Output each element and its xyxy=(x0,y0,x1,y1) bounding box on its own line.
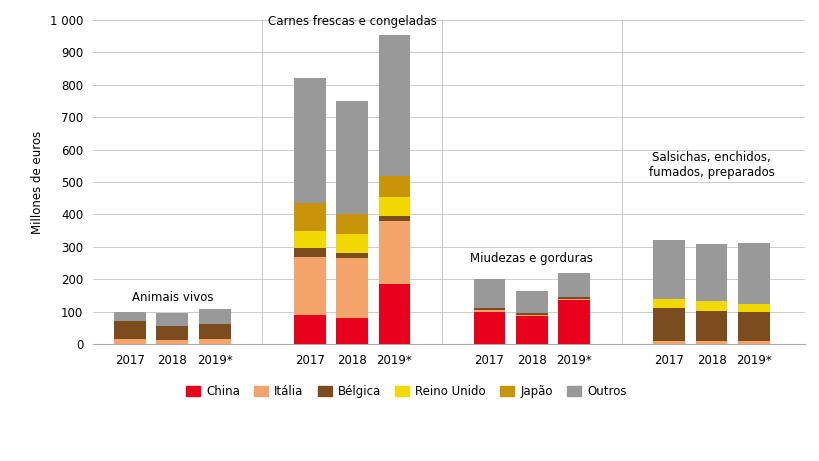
Bar xyxy=(515,317,547,344)
Bar xyxy=(156,340,188,344)
Bar xyxy=(695,244,726,301)
Bar xyxy=(336,214,368,234)
Bar xyxy=(653,341,685,344)
Text: Miudezas e gorduras: Miudezas e gorduras xyxy=(470,252,593,265)
Bar xyxy=(336,258,368,318)
Bar xyxy=(515,313,547,315)
Bar xyxy=(156,326,188,340)
Bar xyxy=(336,318,368,344)
Bar xyxy=(515,315,547,317)
Bar xyxy=(198,339,230,344)
Bar xyxy=(558,273,590,297)
Bar xyxy=(737,304,769,312)
Bar xyxy=(558,299,590,300)
Bar xyxy=(378,176,410,196)
Bar xyxy=(695,301,726,311)
Bar xyxy=(515,290,547,313)
Bar xyxy=(473,310,505,312)
Bar xyxy=(695,342,726,344)
Bar xyxy=(293,248,325,256)
Bar xyxy=(378,35,410,176)
Bar xyxy=(293,256,325,315)
Bar xyxy=(653,308,685,341)
Text: Carnes frescas e congeladas: Carnes frescas e congeladas xyxy=(267,15,436,28)
Bar xyxy=(378,216,410,221)
Bar xyxy=(737,312,769,342)
Bar xyxy=(293,203,325,230)
Bar xyxy=(737,242,769,304)
Bar xyxy=(198,309,230,324)
Bar xyxy=(378,284,410,344)
Bar xyxy=(558,300,590,344)
Bar xyxy=(378,221,410,284)
Bar xyxy=(653,299,685,308)
Bar xyxy=(473,279,505,308)
Bar xyxy=(558,297,590,299)
Legend: China, Itália, Bélgica, Reino Unido, Japão, Outros: China, Itália, Bélgica, Reino Unido, Jap… xyxy=(181,380,631,403)
Bar xyxy=(114,321,146,339)
Bar xyxy=(336,101,368,214)
Bar xyxy=(695,311,726,342)
Bar xyxy=(653,240,685,299)
Y-axis label: Millones de euros: Millones de euros xyxy=(31,130,44,234)
Text: Animais vivos: Animais vivos xyxy=(131,290,213,303)
Bar xyxy=(293,315,325,344)
Bar xyxy=(378,196,410,216)
Bar xyxy=(156,313,188,326)
Text: Salsichas, enchidos,
fumados, preparados: Salsichas, enchidos, fumados, preparados xyxy=(648,151,774,179)
Bar xyxy=(336,234,368,253)
Bar xyxy=(293,78,325,203)
Bar xyxy=(114,339,146,344)
Bar xyxy=(473,308,505,310)
Bar xyxy=(198,324,230,339)
Bar xyxy=(336,253,368,258)
Bar xyxy=(473,312,505,344)
Bar xyxy=(114,312,146,321)
Bar xyxy=(293,230,325,248)
Bar xyxy=(737,342,769,344)
